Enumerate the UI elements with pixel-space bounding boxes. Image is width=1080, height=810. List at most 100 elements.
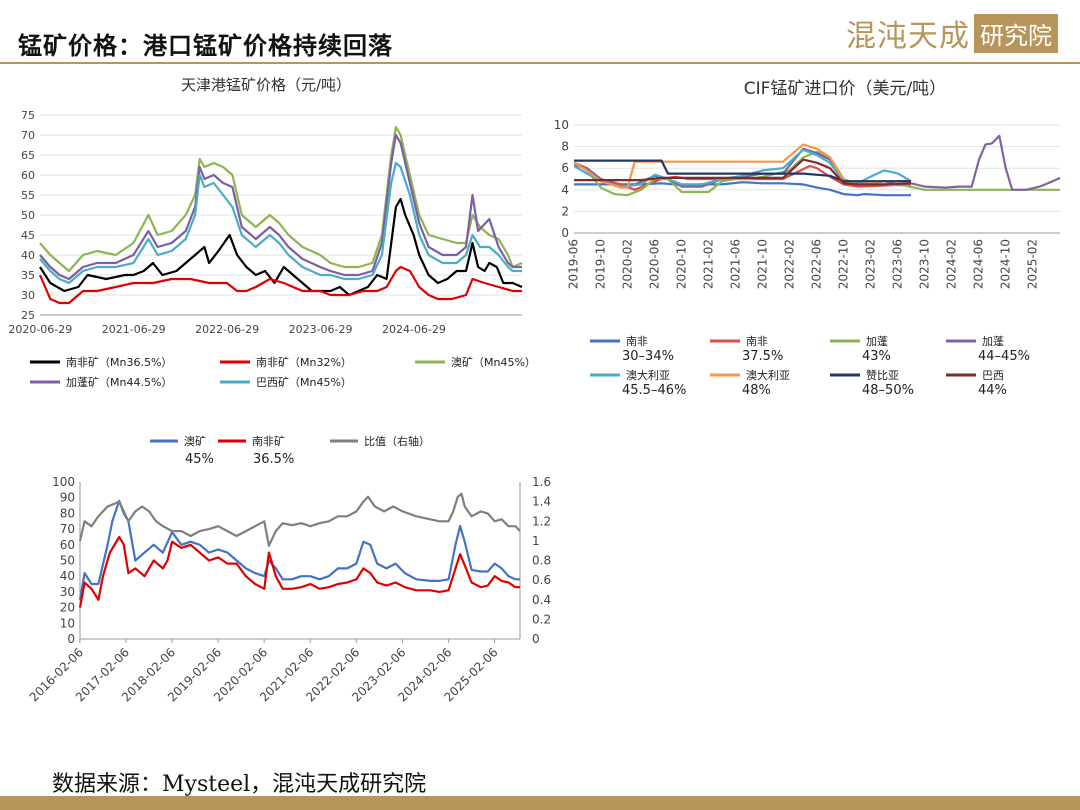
legend-label: 南非 — [746, 335, 768, 348]
series-line-0 — [39, 197, 523, 297]
y-tick-label: 8 — [561, 140, 569, 154]
legend-label: 澳矿 — [184, 435, 206, 448]
logo-badge: 研究院 — [974, 13, 1058, 53]
legend-sublabel: 44–45% — [978, 349, 1030, 364]
legend-label: 南非 — [626, 335, 648, 348]
x-tick-label: 2024-10 — [999, 239, 1013, 289]
legend-sublabel: 45.5–46% — [622, 383, 686, 398]
legend-label: 南非矿（Mn36.5%） — [66, 356, 172, 369]
chart-tianjin: 天津港锰矿价格（元/吨） 25 30 35 40 45 50 55 60 65 70 75 2020-0… — [8, 76, 536, 389]
x-tick-label: 2020-06-29 — [8, 323, 72, 336]
legend-label: 南非矿 — [252, 435, 285, 448]
y-tick-label: 30 — [21, 289, 35, 302]
y-tick-label: 4 — [561, 183, 569, 197]
series-line-3 — [39, 133, 522, 281]
page-title: 锰矿价格：港口锰矿价格持续回落 — [18, 31, 393, 60]
y-tick-label: 10 — [554, 118, 569, 132]
series-line-1 — [38, 265, 522, 305]
x-tick-label: 2024-02 — [945, 239, 959, 289]
x-tick-label: 2022-06-29 — [195, 323, 259, 336]
legend-label: 加蓬矿（Mn44.5%） — [66, 376, 172, 389]
x-tick-label: 2024-06-29 — [382, 323, 446, 336]
y-tick-label: 0 — [561, 226, 569, 240]
bottom-bar — [0, 796, 1080, 810]
x-tick-label: 2019-10 — [594, 239, 608, 289]
y-tick-label: 65 — [21, 149, 35, 162]
y-tick-label: 70 — [21, 129, 35, 142]
legend-label: 赞比亚 — [866, 369, 899, 382]
y2-tick-label: 0 — [532, 632, 540, 646]
y-tick-label: 6 — [561, 161, 569, 175]
x-tick-label: 2020-02 — [621, 239, 635, 289]
y-tick-label: 45 — [21, 229, 35, 242]
legend-label: 澳大利亚 — [626, 368, 670, 382]
y-tick-label: 25 — [21, 309, 35, 322]
x-tick-label: 2019-06 — [567, 239, 581, 289]
x-tick-label: 2025-02 — [1026, 239, 1040, 289]
y-tick-label: 80 — [60, 506, 75, 520]
chart-title: CIF锰矿进口价（美元/吨） — [744, 79, 946, 99]
y2-tick-label: 0.6 — [532, 573, 551, 587]
legend: 南非矿（Mn36.5%） 南非矿（Mn32%） 澳矿（Mn45%） 加蓬矿（Mn44.… — [30, 356, 536, 389]
x-tick-label: 2021-06 — [729, 239, 743, 289]
series-line-2 — [39, 125, 523, 273]
legend-label: 南非矿（Mn32%） — [256, 356, 352, 369]
x-tick-label: 2022-06 — [810, 239, 824, 289]
legend-sublabel: 30–34% — [622, 349, 674, 364]
y-tick-label: 55 — [21, 189, 35, 202]
y-tick-label: 70 — [60, 522, 75, 536]
x-tick-label: 2021-06-29 — [102, 323, 166, 336]
logo-text: 混沌天成 — [846, 19, 970, 54]
x-tick-label: 2024-06 — [972, 239, 986, 289]
y-tick-label: 2 — [561, 204, 569, 218]
legend: 澳矿 45% 南非矿 36.5% 比值（右轴） — [150, 434, 430, 467]
legend-label: 巴西 — [982, 369, 1004, 382]
legend-sublabel: 48–50% — [862, 383, 914, 398]
legend-sublabel: 37.5% — [742, 349, 783, 364]
legend-label: 比值（右轴） — [364, 434, 430, 448]
y-tick-label: 35 — [21, 269, 35, 282]
x-tick-label: 2022-02 — [783, 239, 797, 289]
legend-label: 澳矿（Mn45%） — [451, 356, 536, 369]
y2-tick-label: 0.2 — [532, 612, 551, 626]
legend-sublabel: 36.5% — [253, 452, 294, 467]
y2-tick-label: 0.4 — [532, 593, 551, 607]
x-tick-label: 2022-10 — [837, 239, 851, 289]
series-line-1 — [78, 535, 520, 608]
y-tick-label: 90 — [60, 491, 75, 505]
y2-tick-label: 1.6 — [532, 475, 551, 489]
legend-sublabel: 45% — [185, 452, 214, 467]
chart-ratio: 010203040506070809010000.20.40.60.811.21… — [27, 434, 551, 704]
x-tick-label: 2023-06-29 — [289, 323, 353, 336]
legend-label: 澳大利亚 — [746, 368, 790, 382]
y-tick-label: 30 — [60, 585, 75, 599]
x-tick-label: 2021-10 — [756, 239, 770, 289]
series-line-0 — [78, 499, 520, 600]
series-line-2 — [573, 150, 1060, 197]
y-tick-label: 40 — [21, 249, 35, 262]
y-tick-label: 0 — [67, 632, 75, 646]
y2-tick-label: 1.2 — [532, 514, 551, 528]
y-tick-label: 75 — [21, 109, 35, 122]
chart-cif: CIF锰矿进口价（美元/吨） 0 2 4 6 8 10 2019-06 2019-10 2020-… — [554, 79, 1061, 398]
series-line-7 — [574, 158, 912, 186]
x-tick-label: 2020-06 — [648, 239, 662, 289]
x-tick-label: 2023-02 — [864, 239, 878, 289]
y-tick-label: 60 — [21, 169, 35, 182]
x-tick-label: 2023-10 — [918, 239, 932, 289]
y2-tick-label: 1 — [532, 534, 540, 548]
legend-sublabel: 43% — [862, 349, 891, 364]
x-tick-label: 2023-06 — [891, 239, 905, 289]
legend-label: 巴西矿（Mn45%） — [256, 376, 352, 389]
y-tick-label: 40 — [60, 569, 75, 583]
chart-title: 天津港锰矿价格（元/吨） — [181, 76, 351, 94]
y-tick-label: 20 — [60, 601, 75, 615]
series-line-4 — [39, 161, 522, 285]
legend-sublabel: 44% — [978, 383, 1007, 398]
y-tick-label: 100 — [52, 475, 75, 489]
x-tick-label: 2021-02 — [702, 239, 716, 289]
legend: 南非30–34%南非37.5%加蓬43%加蓬44–45%澳大利亚45.5–46%… — [590, 335, 1030, 398]
logo: 混沌天成 研究院 — [846, 13, 1058, 54]
legend-label: 加蓬 — [866, 335, 888, 348]
